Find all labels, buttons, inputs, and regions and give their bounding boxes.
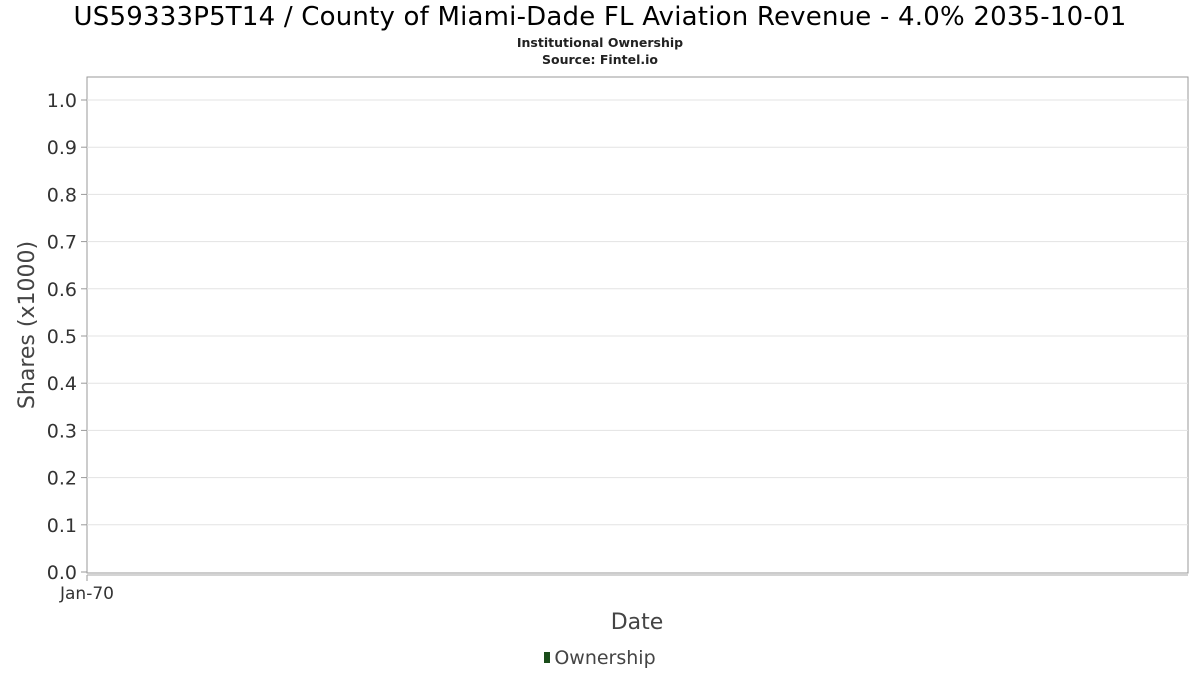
x-tick-label: Jan-70 [59,584,114,604]
chart-subtitle: Institutional Ownership [516,35,684,50]
legend: Ownership [0,647,1200,669]
y-tick-label: 0.0 [47,562,77,584]
y-tick-label: 0.1 [47,515,77,537]
chart-source: Source: Fintel.io [542,52,658,67]
y-tick-label: 0.3 [47,420,77,442]
legend-swatch-ownership [544,652,551,663]
chart-title: US59333P5T14 / County of Miami-Dade FL A… [73,2,1127,32]
y-tick-label: 0.9 [47,137,77,159]
x-axis: Jan-70 [59,575,114,604]
y-tick-label: 0.2 [47,468,77,490]
y-tick-label: 0.6 [47,279,77,301]
y-tick-label: 0.8 [47,184,77,206]
x-axis-label: Date [611,610,664,635]
y-axis: 0.0 0.1 0.2 0.3 0.4 0.5 0.6 0.7 0.8 0.9 1.0 [47,90,87,584]
plot-area [86,76,1189,574]
y-tick-label: 0.7 [47,232,77,254]
y-axis-label: Shares (x1000) [15,241,40,409]
y-tick-label: 0.4 [47,373,77,395]
y-tick-label: 0.5 [47,326,77,348]
gridlines [87,99,1188,526]
y-tick-label: 1.0 [47,90,77,112]
legend-label-ownership: Ownership [554,647,656,669]
